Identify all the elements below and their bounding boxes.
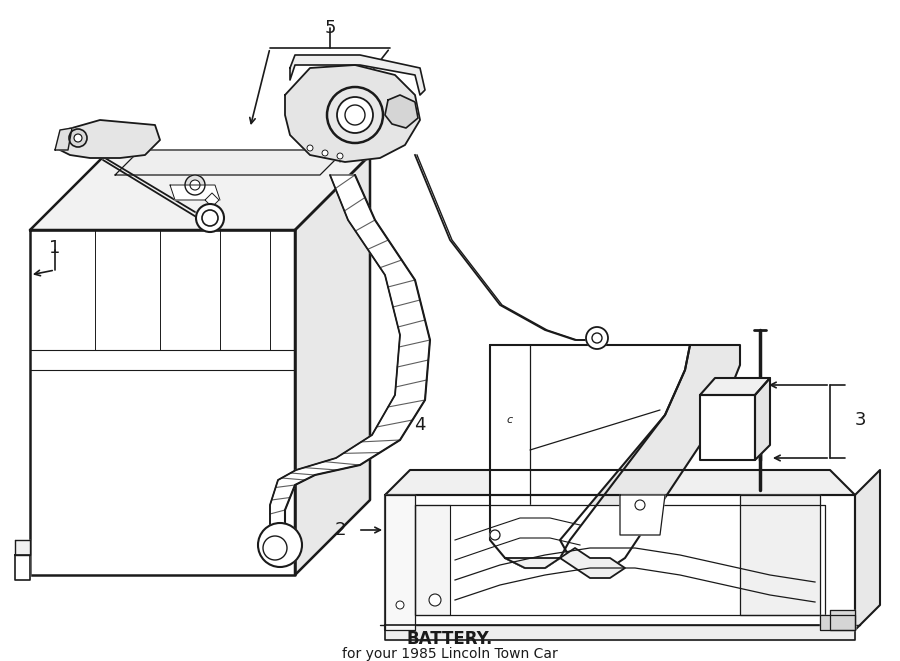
Circle shape [190,180,200,190]
Circle shape [74,134,82,142]
Circle shape [592,333,602,343]
Circle shape [396,601,404,609]
Polygon shape [385,470,855,495]
Text: 1: 1 [50,239,60,257]
Polygon shape [620,495,665,535]
Polygon shape [385,625,855,640]
Polygon shape [830,610,855,630]
Text: for your 1985 Lincoln Town Car: for your 1985 Lincoln Town Car [342,647,558,661]
Text: 2: 2 [334,521,346,539]
Text: 4: 4 [414,416,426,434]
Polygon shape [30,230,295,575]
Circle shape [429,594,441,606]
Circle shape [196,204,224,232]
Polygon shape [385,495,415,630]
Polygon shape [490,345,690,568]
Circle shape [258,523,302,567]
Polygon shape [700,378,770,395]
Polygon shape [270,175,430,540]
Circle shape [327,87,383,143]
Circle shape [185,175,205,195]
Text: 3: 3 [854,411,866,429]
Polygon shape [115,150,345,175]
Polygon shape [30,155,370,230]
Polygon shape [855,470,880,630]
Polygon shape [55,128,72,150]
Polygon shape [385,495,855,630]
Circle shape [322,150,328,156]
Polygon shape [755,378,770,460]
Polygon shape [60,120,160,158]
Polygon shape [290,55,425,95]
Circle shape [490,530,500,540]
Polygon shape [415,505,450,615]
Polygon shape [170,185,220,200]
Polygon shape [505,548,625,578]
Polygon shape [295,155,370,575]
Polygon shape [820,615,855,630]
Polygon shape [285,65,420,162]
Text: BATTERY.: BATTERY. [407,630,493,648]
Text: 5: 5 [324,19,336,37]
Polygon shape [560,345,740,568]
Polygon shape [15,555,30,580]
Polygon shape [700,395,755,460]
Circle shape [69,129,87,147]
Circle shape [635,500,645,510]
Polygon shape [415,505,825,615]
Circle shape [202,210,218,226]
Polygon shape [385,95,418,128]
Polygon shape [740,495,820,615]
Circle shape [263,536,287,560]
Text: c: c [507,415,513,425]
Polygon shape [205,193,219,207]
Circle shape [586,327,608,349]
Circle shape [307,145,313,151]
Circle shape [337,97,373,133]
Polygon shape [15,540,30,555]
Circle shape [345,105,365,125]
Circle shape [337,153,343,159]
